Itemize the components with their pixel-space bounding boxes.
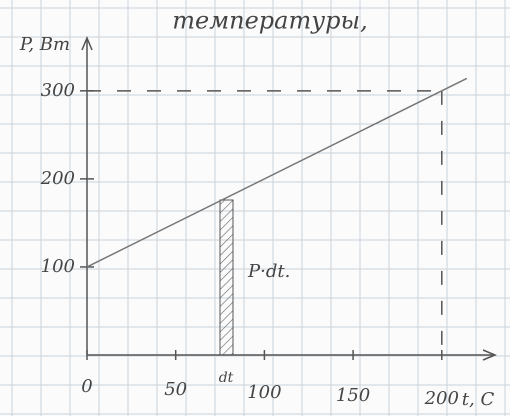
y-arrow [81, 36, 93, 51]
x-tick-label: 150 [336, 385, 370, 406]
data-line [86, 90, 443, 268]
x-tick-label: 0 [81, 376, 92, 397]
x-axis-label: t, C [462, 389, 495, 410]
x-tick-label: 50 [164, 379, 187, 400]
strip-annotation: P·dt. [247, 261, 290, 282]
chart-title: температуры, [172, 7, 367, 35]
strip-label: dt [219, 370, 234, 386]
line-extension [441, 77, 468, 92]
x-tick-label: 100 [247, 382, 281, 403]
x-tick-label: 200 [424, 388, 459, 409]
y-axis-label: P, Вт [19, 34, 70, 55]
hatched-strip [219, 199, 234, 356]
y-tick-label: 300 [41, 80, 75, 101]
y-tick-label: 200 [40, 168, 75, 189]
x-arrow [482, 349, 497, 361]
y-tick-label: 100 [41, 256, 75, 277]
